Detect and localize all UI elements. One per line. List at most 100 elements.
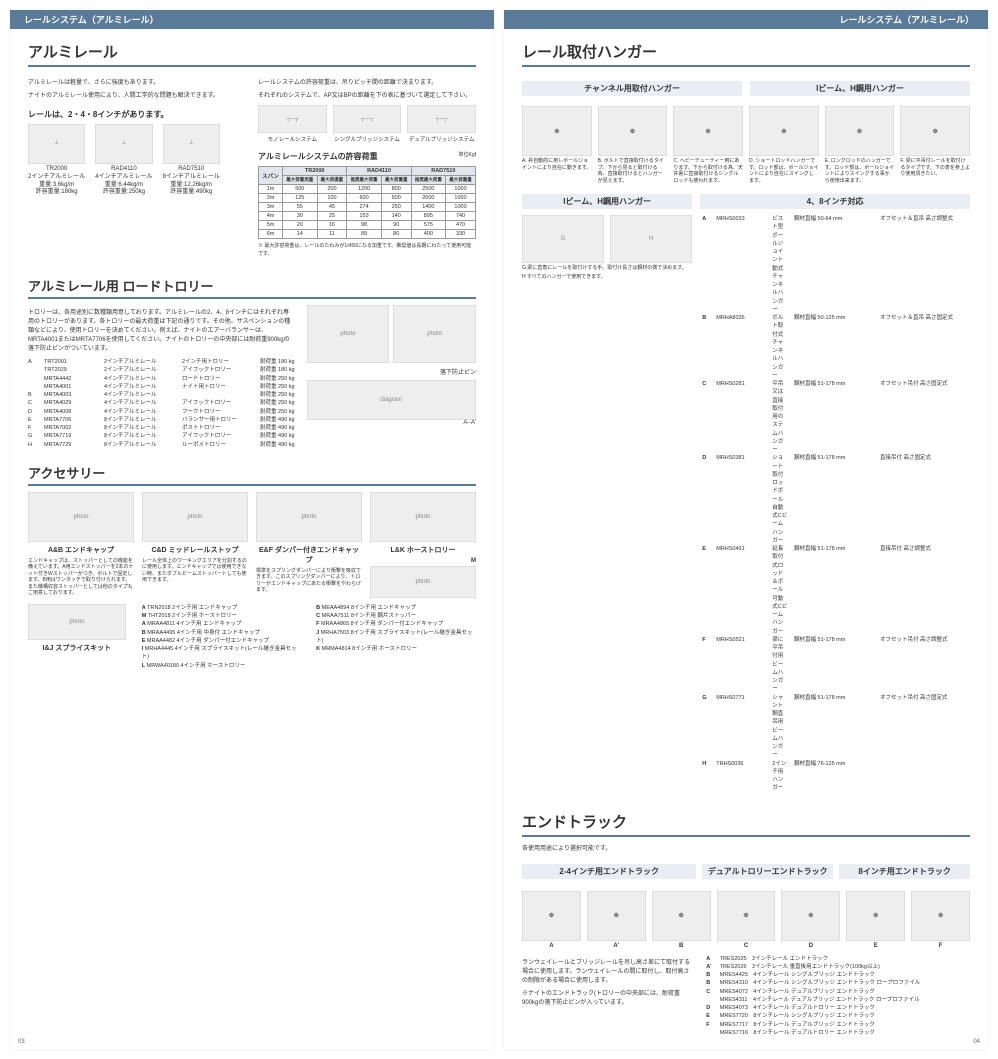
rail-item: ⊥RAD41104インチアルミレール重量:6.44kg/m許容重量:250kg [95,124,152,197]
system-diagram: ┬─┬ [333,105,402,133]
acc-photo: photo [370,492,476,542]
page-left: レールシステム（アルミレール） アルミレール アルミレールは軽量で、さらに強度も… [10,10,494,1049]
acc-item: photoA&B エンドキャップエンドキャップは、ストッパーとしての機能を備えて… [28,492,134,598]
acc-item: photoC&D ミッドレールストップレール全体上のワーキングエリアを分割するの… [142,492,248,598]
part-row: M THT2018 2インチ用 ホーストロリー [142,612,300,620]
hanger-photo: ⬢ [673,106,743,156]
hanger-photo: ⬢ [825,106,895,156]
rhs-note2: それぞれのシステムで、AP又はBPの距離を下の表に基づいて選定して下さい。 [258,92,476,101]
title-endtrack: エンドトラック [522,811,970,837]
et-item: ⬢F [911,891,970,949]
rail-item: ⊥TR20002インチアルミレール重量:3.6kg/m許容重量:180kg [28,124,85,197]
system-item: ┬─┬モノレールシステム [258,105,327,143]
hanger-photo: ⬢ [522,106,592,156]
et-part-row: C MRES4072 4インチレール デュアルブリッジ エンドトラック [706,988,970,996]
load-title: アルミレールシステムの許容荷重 [258,151,378,162]
et-text2: ※ナイトのエンドトラック(トロリーの中央部には、耐荷重900kgの落下防止ピンが… [522,990,692,1008]
et-item: ⬢A [522,891,581,949]
trolley-note: トロリーは、各用途別に数種類用意しております。アルミレールの2、4、8インチには… [28,309,295,354]
et-part-row: MRES7716 8インチレール デュアルトロリー エンドトラック [706,1029,970,1037]
hanger-item: ⬢A. 昇自動的に用レボールジョイントにより自在に動きます。 [522,106,592,184]
et-text1: ランウェイレールとブリッジレールを吊し高さ差にて取付する場合に使用します。ランウ… [522,959,692,986]
part-row: I MRHA4445 4インチ用 スプライスキット(レール継ぎ金具セット) [142,645,300,662]
trolley-row: FMRTA70028インチアルミレールポストトロリー耐荷重 490 kg [28,424,295,432]
sub-ibeam2: Iビーム、H鋼用ハンガー [522,194,692,209]
et-photo: ⬢ [781,891,840,941]
hanger-spec-row: DMRHS0381ショート取付ロッドボール自動式Cビームハンガー鋼材直幅 51-… [702,454,970,545]
et-item: ⬢D [781,891,840,949]
hanger-item: ⬢C. ヘビーデューティー用にあります。下から取付ける為、天井裏に直接取付けるシ… [673,106,743,184]
hanger-item: ⬢D. ショートロッドハンガーです。ロッド部は、ボールジョイントにより自在にスイ… [749,106,819,184]
hanger-spec-row: BMRHA8036ボルト取付式チャンネルハンガー鋼材直幅 50-125 mmオフ… [702,314,970,380]
trolley-row: MRTA44424インチアルミレールロードトロリー耐荷重 250 kg [28,375,295,383]
et-part-row: E MRES7720 8インチレール シングルブリッジ エンドトラック [706,1012,970,1020]
trolley-row: GMRTA77198インチアルミレールアイフックトロリー耐荷重 490 kg [28,432,295,440]
trolley-row: ATRT20012インチアルミレール2インチ用トロリー耐荷重 180 kg [28,358,295,366]
sub-channel: チャンネル用取付ハンガー [522,81,742,96]
load-foot: ※ 最大許容荷重は、レールのたわみが1/450になる加重です。推奨値は長期にわた… [258,243,476,258]
sec-rails: レールは、2・4・8インチがあります。 [28,109,246,120]
title-accessory: アクセサリー [28,463,476,486]
et-sub: デュアルトロリーエンドトラック [702,864,833,879]
aa-label: A−A' [307,420,476,426]
hanger-h-photo: H [610,215,692,263]
hanger-item: ⬢B. ボルトで直接取付けるタイプ。下から見ると取付ける為、直接取付けるとハンガ… [598,106,668,184]
et-photo: ⬢ [846,891,905,941]
acc-item: photoE&F ダンパー付きエンドキャップ標準をスプリングダンパーにより衝撃を… [256,492,362,598]
title-trolley: アルミレール用 ロードトロリー [28,276,476,299]
splice-title: I&J スプライスキット [28,643,126,653]
acc-photo: photo [28,492,134,542]
et-item: ⬢C [717,891,776,949]
hanger-g-photo: G [522,215,604,263]
sub-48: 4、8インチ対応 [700,194,970,209]
trolley-row: TRT20292インチアルミレールアイフックトロリー耐荷重 180 kg [28,366,295,374]
hanger-photo: ⬢ [900,106,970,156]
system-diagram: ┬─┬ [407,105,476,133]
hanger-spec-row: CMRHS0281平吊又は直接取付用のステムハンガー鋼材直幅 51-178 mm… [702,380,970,454]
hanger-item: ⬢F. 梁に平吊付レールを取付けるタイプです。下の表を参上より使用頂きたい。 [900,106,970,184]
trolley-row: HMRTA77298インチアルミレールルーポメトロリー耐荷重 490 kg [28,441,295,449]
et-item: ⬢B [652,891,711,949]
et-part-row: B MRES4310 4インチレール シングルブリッジ エンドトラック ロープロ… [706,979,970,987]
et-part-row: F MRES7717 8インチレール デュアルブリッジ エンドトラック [706,1021,970,1029]
rail-diagram: ⊥ [28,124,85,164]
intro-2: ナイトのアルミレール使用により、人間工学的な問題も解決できます。 [28,92,246,101]
acc-photo: photo [256,492,362,542]
hanger-spec-row: GMRHS0771シャント鋼直吊用ビームハンガー鋼材直幅 51-178 mmオフ… [702,694,970,760]
et-photo: ⬢ [652,891,711,941]
part-row: B MEAA4894 8インチ用 エンドキャップ [316,604,476,612]
et-sub: 8インチ用エンドトラック [839,864,970,879]
trolley-row: EMRTA77068インチアルミレールバランサー用トロリー耐荷重 490 kg [28,416,295,424]
et-part-row: MRES4311 4インチレール デュアルブリッジ エンドトラック ロープロファ… [706,996,970,1004]
hanger-item: ⬢E. ロングロッドのハンガーです。ロッド部は、ボールジョイントによりスイングす… [825,106,895,184]
et-part-row: B MRES4425 4インチレール シングルブリッジ エンドトラック [706,971,970,979]
part-row: C MRAA7511 8インチ用 鋼片ストッパー [316,612,476,620]
system-diagram: ┬─┬ [258,105,327,133]
part-row: B MRAA4495 4インチ用 中身付 エンドキャップ [142,629,300,637]
acc-photo: photo [142,492,248,542]
hanger-note-g: G.梁に直角にレールを取付けする手。取付け長さは鋼材の側で決めます。 [522,265,692,272]
pin-label: 落下防止ピン [307,367,476,376]
hanger-photo: ⬢ [749,106,819,156]
system-item: ┬─┬デュアルブリッジシステム [407,105,476,143]
trolley-photo-2: photo [393,305,476,363]
page-num-right: 04 [973,1039,980,1045]
et-photo: ⬢ [587,891,646,941]
et-item: ⬢A' [587,891,646,949]
et-part-row: A' TRES2026 2インチレール 垂直後用エンドトラック(100kg以上) [706,963,970,971]
header-right: レールシステム（アルミレール） [504,10,988,29]
page-num-left: 03 [18,1039,25,1045]
rail-item: ⊥RAD75108インチアルミレール重量:12.26kg/m許容重量:490kg [163,124,220,197]
trolley-photo-1: photo [307,305,390,363]
part-row: J MRHA7503 8インチ用 スプライスキット(レール継ぎ金具セット) [316,629,476,646]
intro-1: アルミレールは軽量で、さらに強度もあります。 [28,79,246,88]
rhs-note1: レールシステムの許容荷重は、吊りピッチ間の距離で決まります。 [258,79,476,88]
load-table: スパンTR2000RAD4110RAD7510最大荷重用量最大荷揚量推奨最大荷重… [258,166,476,239]
et-sub: 2-4インチ用エンドトラック [522,864,696,879]
hanger-photo: ⬢ [598,106,668,156]
part-row: L MRWA40180 4インチ用 ホーストロリー [142,662,300,670]
trolley-row: MRTA40014インチアルミレールナイト用トロリー耐荷重 250 kg [28,383,295,391]
part-row: K MRMA4814 8インチ用 ホーストロリー [316,645,476,653]
hanger-spec-row: EMRHS0491延長取付式ロッド＆ボール可動式Cビームハンガー鋼材直幅 51-… [702,545,970,636]
header-left: レールシステム（アルミレール） [10,10,494,29]
